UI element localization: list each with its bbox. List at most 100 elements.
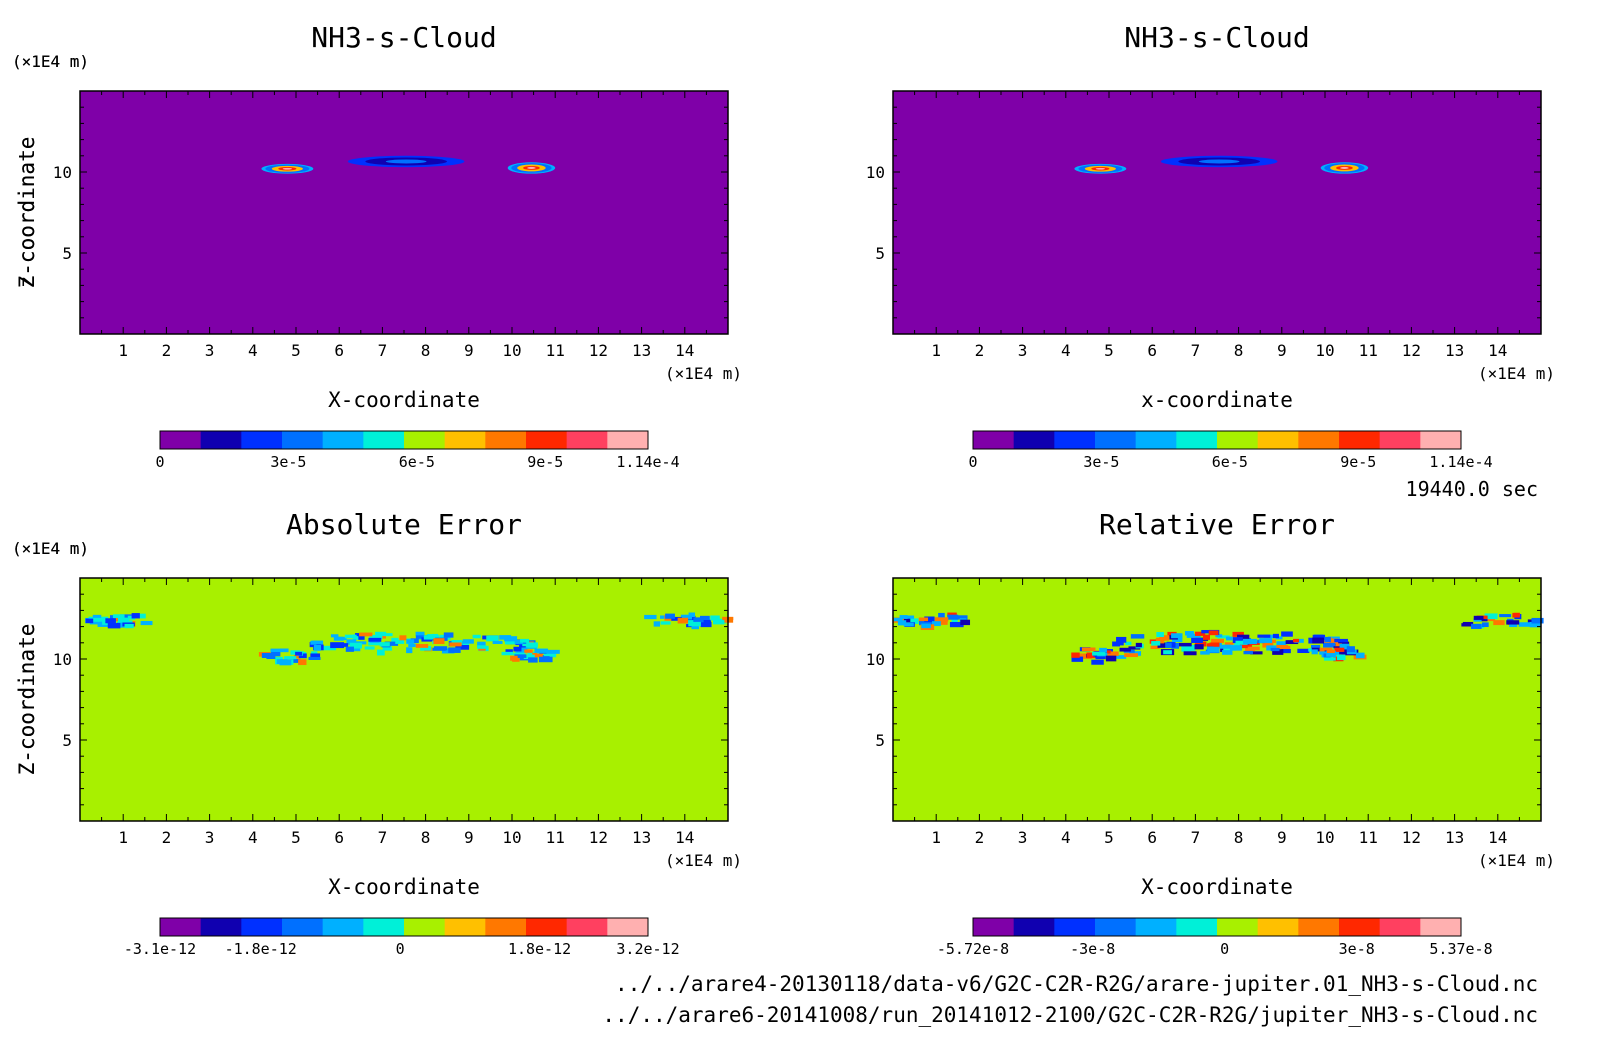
colorbar-segment: [1379, 431, 1421, 449]
error-speckle: [1135, 642, 1142, 648]
error-speckle: [1323, 642, 1336, 648]
colorbar-tick-label: 6e-5: [399, 453, 435, 471]
x-tick-label: 14: [675, 828, 694, 847]
error-speckle: [710, 615, 720, 621]
error-speckle: [549, 653, 557, 658]
error-speckle: [1181, 648, 1191, 652]
colorbar-segment: [526, 918, 568, 936]
error-speckle: [688, 612, 696, 618]
plot-background: [80, 578, 728, 821]
error-speckle: [1229, 645, 1243, 651]
error-speckle: [408, 643, 416, 648]
y-unit-label: (×1E4 m): [12, 52, 89, 71]
x-tick-label: 9: [1277, 828, 1287, 847]
x-axis-label: X-coordinate: [328, 388, 480, 412]
error-speckle: [1285, 640, 1299, 645]
error-speckle: [504, 636, 518, 642]
y-unit-label: (×1E4 m): [12, 52, 89, 71]
x-tick-label: 4: [1061, 828, 1071, 847]
error-speckle: [1487, 617, 1496, 622]
error-speckle: [1099, 647, 1107, 653]
error-speckle: [322, 645, 337, 651]
colorbar-segment: [566, 431, 608, 449]
colorbar-segment: [1420, 431, 1462, 449]
colorbar-segment: [1013, 918, 1055, 936]
error-speckle: [1116, 636, 1127, 643]
error-speckle: [449, 642, 462, 647]
error-speckle: [921, 623, 931, 629]
error-speckle: [1272, 649, 1284, 655]
colorbar-segment: [282, 918, 324, 936]
error-speckle: [312, 640, 324, 645]
error-speckle: [1323, 657, 1336, 661]
colorbar-segment: [1135, 431, 1177, 449]
plot-background: [893, 578, 1541, 821]
error-speckle: [1319, 647, 1333, 653]
error-speckle: [1529, 621, 1541, 628]
x-tick-label: 7: [1191, 341, 1201, 360]
y-tick-label: 10: [53, 163, 72, 182]
error-speckle: [938, 612, 945, 618]
colorbar-tick-label: 3e-5: [1083, 453, 1119, 471]
error-speckle: [528, 657, 538, 663]
error-speckle: [1473, 615, 1484, 620]
error-speckle: [671, 616, 682, 621]
error-speckle: [1247, 646, 1260, 651]
error-speckle: [1232, 631, 1244, 637]
plot-background: [893, 91, 1541, 334]
error-speckle: [1462, 621, 1474, 627]
error-speckle: [1112, 655, 1127, 659]
error-speckle: [85, 618, 94, 624]
error-speckle: [1071, 652, 1080, 658]
error-speckle: [1194, 631, 1206, 636]
colorbar-frame: [972, 430, 1462, 450]
x-tick-label: 10: [502, 341, 521, 360]
panel-title: Relative Error: [1099, 508, 1335, 541]
colorbar-tick-label: -1.8e-12: [225, 940, 297, 958]
error-speckle: [477, 641, 486, 648]
colorbar-segment: [607, 918, 649, 936]
x-tick-label: 5: [291, 341, 301, 360]
x-tick-label: 5: [1104, 341, 1114, 360]
error-speckle: [432, 647, 446, 651]
colorbar-segment: [1339, 431, 1381, 449]
error-speckle: [127, 615, 136, 620]
error-speckle: [423, 635, 433, 640]
x-tick-label: 7: [378, 828, 388, 847]
error-speckle: [1215, 634, 1223, 638]
error-speckle: [700, 615, 710, 620]
error-speckle: [92, 614, 102, 618]
error-speckle: [1327, 636, 1340, 640]
error-speckle: [527, 651, 536, 657]
error-speckle: [415, 635, 428, 639]
error-speckle: [1312, 634, 1326, 640]
error-speckle: [314, 644, 322, 651]
error-speckle: [1181, 644, 1196, 651]
x-tick-label: 8: [1234, 341, 1244, 360]
error-speckle: [492, 640, 503, 645]
x-tick-label: 12: [1402, 828, 1421, 847]
error-speckle: [947, 614, 959, 620]
error-speckle: [514, 654, 527, 658]
colorbar-segment: [1257, 431, 1299, 449]
x-tick-label: 3: [1018, 341, 1028, 360]
error-speckle: [1275, 636, 1283, 640]
error-speckle: [1293, 638, 1300, 643]
error-speckle: [344, 634, 357, 639]
panel-1: NH3-s-Cloud(×1E4 m)1 2 3 4 5 6 7 8 9 10 11 12 13 1451…: [12, 21, 742, 471]
error-speckle: [1339, 643, 1350, 648]
colorbar-segment: [404, 918, 446, 936]
error-speckle: [1235, 640, 1248, 645]
error-speckle: [532, 652, 543, 658]
error-speckle: [1243, 650, 1253, 655]
error-speckle: [1206, 643, 1217, 647]
x-unit-label: (×1E4 m): [665, 851, 742, 870]
error-speckle: [538, 654, 550, 659]
x-tick-label: 5: [1104, 828, 1114, 847]
colorbar-segment: [1298, 431, 1340, 449]
error-speckle: [1346, 646, 1355, 653]
error-speckle: [1276, 641, 1287, 646]
colorbar-tick-label: 1.14e-4: [1429, 453, 1492, 471]
x-tick-label: 7: [1191, 828, 1201, 847]
colorbar-segment: [1054, 918, 1096, 936]
